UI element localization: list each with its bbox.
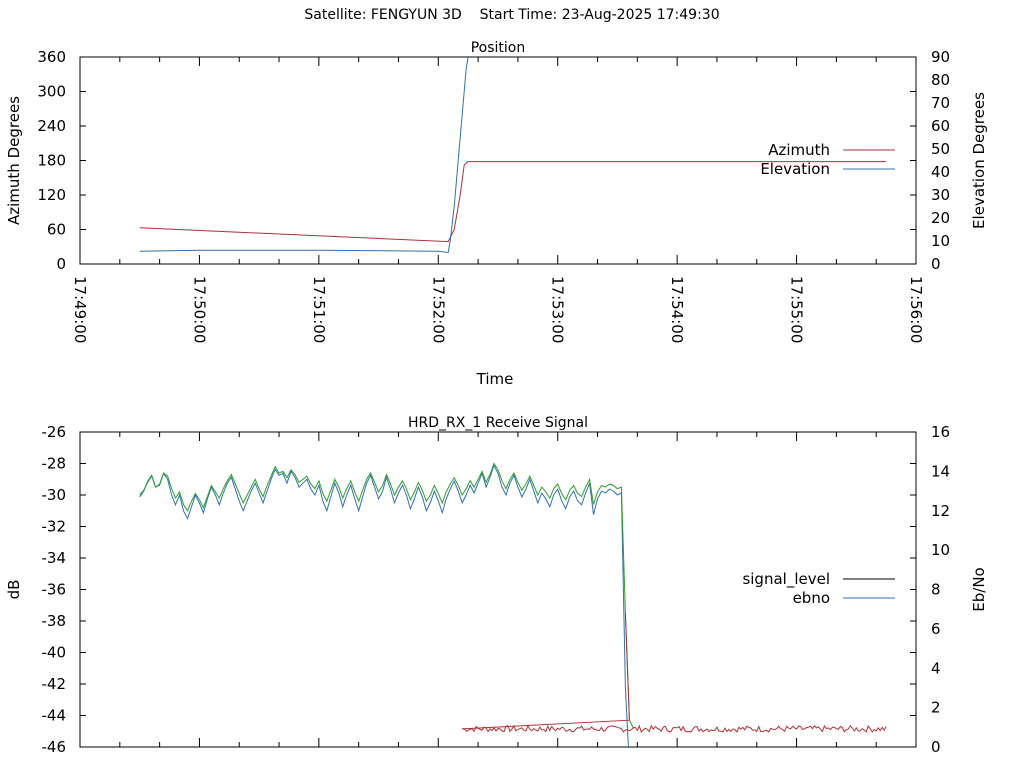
pos-x-tick-label: 17:49:00 — [71, 276, 89, 343]
pos-series-line-Elevation — [139, 57, 469, 254]
pos-x-tick-label: 17:53:00 — [549, 276, 567, 343]
sig-y-tick-label: -30 — [42, 486, 67, 504]
sig-y-tick-label: -42 — [42, 675, 67, 693]
sig-plot-frame — [79, 431, 917, 748]
sig-chart-title: HRD_RX_1 Receive Signal — [408, 415, 588, 431]
pos-y2-tick-label: 60 — [931, 117, 950, 135]
pos-y-axis-title: Azimuth Degrees — [5, 96, 23, 225]
pos-x-tick-label: 17:56:00 — [907, 276, 925, 343]
sig-y2-tick-label: 6 — [931, 620, 941, 638]
sig-y2-tick-label: 8 — [931, 581, 941, 599]
pos-y2-tick-label: 80 — [931, 71, 950, 89]
sig-y-tick-label: -32 — [42, 518, 67, 536]
sig-y2-tick-label: 4 — [931, 659, 941, 677]
satellite-name: Satellite: FENGYUN 3D — [304, 7, 462, 23]
pos-y-tick-label: 180 — [37, 152, 66, 170]
sig-y-tick-label: -26 — [42, 423, 67, 441]
pos-y2-axis-title: Elevation Degrees — [970, 92, 988, 229]
sig-y2-tick-label: 12 — [931, 502, 950, 520]
pos-y-tick-label: 240 — [37, 117, 66, 135]
pos-y-tick-label: 60 — [47, 221, 66, 239]
pos-y-tick-label: 300 — [37, 83, 66, 101]
pos-y2-tick-label: 40 — [931, 163, 950, 181]
pos-y2-tick-label: 90 — [931, 48, 950, 66]
pos-y2-tick-label: 30 — [931, 186, 950, 204]
sig-y2-tick-label: 2 — [931, 699, 941, 717]
pos-x-tick-label: 17:50:00 — [190, 276, 208, 343]
pos-y2-tick-label: 20 — [931, 209, 950, 227]
sig-series-line-signal_level-drop — [462, 613, 630, 730]
pos-y2-tick-label: 10 — [931, 232, 950, 250]
sig-series-line-ebno — [139, 464, 629, 747]
pos-legend-label-Elevation: Elevation — [760, 160, 830, 178]
chart-suptitle: Satellite: FENGYUN 3D Start Time: 23-Aug… — [0, 7, 1024, 23]
pos-chart-title: Position — [471, 40, 526, 56]
sig-y2-tick-label: 16 — [931, 423, 950, 441]
pos-x-axis-title: Time — [476, 370, 514, 388]
pos-series-line-Azimuth — [139, 161, 887, 243]
pos-legend-label-Azimuth: Azimuth — [768, 141, 830, 159]
sig-legend-label-signal_level: signal_level — [742, 570, 830, 589]
sig-y2-tick-label: 0 — [931, 738, 941, 756]
sig-y-tick-label: -36 — [42, 581, 67, 599]
pos-y-tick-label: 120 — [37, 186, 66, 204]
pos-y2-tick-label: 0 — [931, 255, 941, 273]
sig-series-line-signal_level-acquired — [139, 462, 634, 729]
sig-y-tick-label: -34 — [42, 549, 67, 567]
pass-start-time: Start Time: 23-Aug-2025 17:49:30 — [479, 7, 720, 23]
sig-y-tick-label: -38 — [42, 612, 67, 630]
sig-y2-axis-title: Eb/No — [970, 567, 988, 611]
sig-y-tick-label: -44 — [42, 707, 67, 725]
pos-x-tick-label: 17:54:00 — [668, 276, 686, 343]
sig-y-tick-label: -28 — [42, 455, 67, 473]
sig-y2-tick-label: 10 — [931, 541, 950, 559]
pos-x-tick-label: 17:52:00 — [429, 276, 447, 343]
sig-y-tick-label: -40 — [42, 644, 67, 662]
pos-x-tick-label: 17:55:00 — [788, 276, 806, 343]
sig-y2-tick-label: 14 — [931, 462, 950, 480]
pos-y2-tick-label: 50 — [931, 140, 950, 158]
pos-y-tick-label: 0 — [56, 255, 66, 273]
pos-y2-tick-label: 70 — [931, 94, 950, 112]
pos-x-tick-label: 17:51:00 — [310, 276, 328, 343]
sig-series-line-signal_level-lost — [462, 724, 887, 733]
sig-y-tick-label: -46 — [42, 738, 67, 756]
sig-legend-label-ebno: ebno — [793, 589, 830, 607]
sig-y-axis-title: dB — [5, 580, 23, 600]
pos-y-tick-label: 360 — [37, 48, 66, 66]
